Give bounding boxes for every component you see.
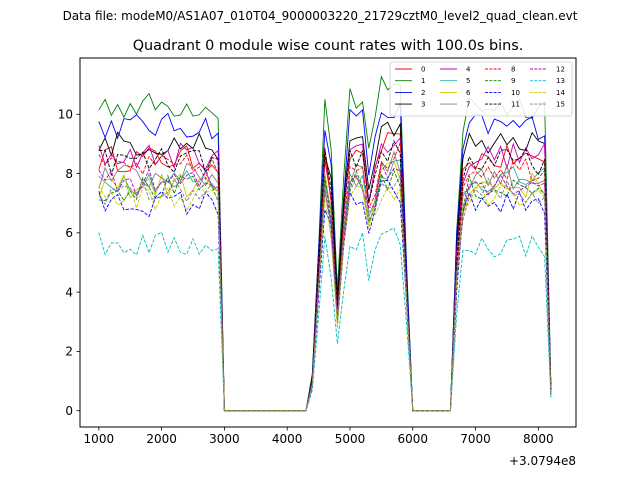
legend-label-1: 1: [421, 77, 425, 85]
x-offset-label: +3.0794e8: [509, 454, 576, 468]
legend-label-5: 5: [466, 77, 470, 85]
series-line-0: [98, 132, 552, 412]
legend-label-9: 9: [511, 77, 515, 85]
chart-title: Quadrant 0 module wise count rates with …: [133, 38, 524, 54]
y-tick-label: 6: [65, 226, 73, 240]
y-tick-label: 4: [65, 285, 73, 299]
series-line-10: [98, 179, 552, 412]
y-tick-label: 10: [58, 108, 73, 122]
legend-box: [389, 61, 573, 117]
series-line-14: [98, 184, 552, 412]
x-tick-label: 8000: [523, 432, 554, 446]
legend-label-12: 12: [556, 66, 565, 74]
series-line-11: [98, 139, 552, 412]
legend-label-15: 15: [556, 101, 565, 109]
x-tick-label: 1000: [84, 432, 115, 446]
series-line-8: [98, 142, 552, 412]
series-line-13: [98, 227, 552, 412]
legend-label-10: 10: [511, 89, 520, 97]
y-tick-label: 8: [65, 167, 73, 181]
legend-label-7: 7: [466, 101, 470, 109]
x-tick-label: 4000: [272, 432, 303, 446]
x-tick-label: 3000: [209, 432, 240, 446]
axis-ticks: 1000 2000 3000 4000 5000 6000 7000 8000 0 2 4 6 8 10: [58, 108, 554, 446]
series-line-12: [98, 162, 552, 412]
chart-suptitle: Data file: modeM0/AS1A07_010T04_90000032…: [63, 9, 578, 23]
legend-label-11: 11: [511, 101, 520, 109]
legend-label-4: 4: [466, 66, 471, 74]
legend-label-6: 6: [466, 89, 471, 97]
x-tick-label: 6000: [397, 432, 428, 446]
x-tick-label: 5000: [335, 432, 366, 446]
plot-area: [98, 75, 552, 412]
series-line-9: [98, 169, 552, 412]
legend-label-2: 2: [421, 89, 425, 97]
y-tick-label: 2: [65, 345, 73, 359]
series-line-1: [98, 75, 552, 412]
x-tick-label: 7000: [460, 432, 491, 446]
x-tick-label: 2000: [146, 432, 177, 446]
legend-label-0: 0: [421, 66, 425, 74]
legend-label-8: 8: [511, 66, 515, 74]
legend-label-3: 3: [421, 101, 425, 109]
series-line-4: [98, 136, 552, 412]
legend-label-13: 13: [556, 77, 565, 85]
y-tick-label: 0: [65, 404, 73, 418]
series-line-6: [98, 160, 552, 412]
series-line-15: [98, 174, 552, 412]
axes-frame: [79, 57, 577, 428]
legend-label-14: 14: [556, 89, 565, 97]
